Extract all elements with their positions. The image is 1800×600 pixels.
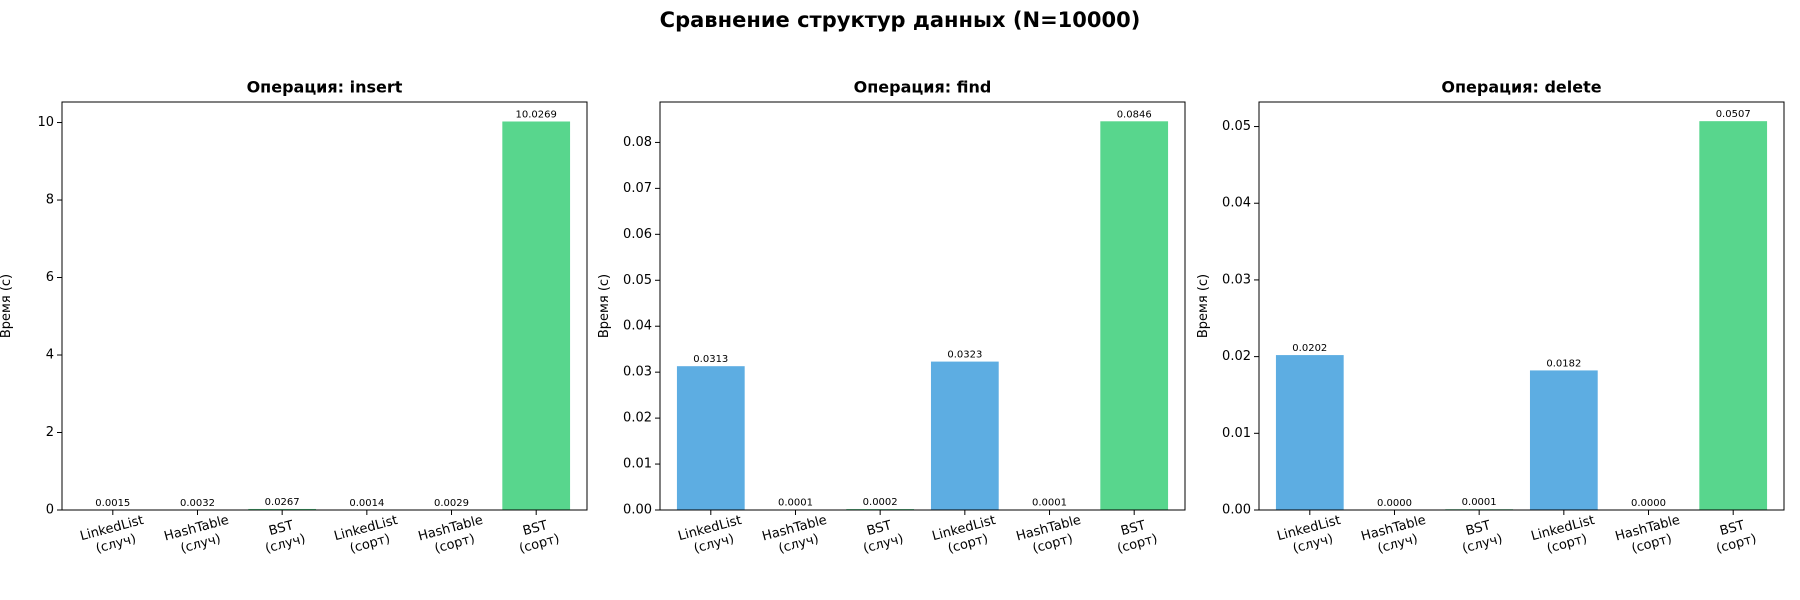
- x-tick-label: BST(сорт): [1711, 516, 1759, 557]
- bar: [1100, 121, 1169, 510]
- bar: [1275, 355, 1344, 510]
- value-label: 0.0323: [947, 350, 982, 361]
- axes-frame: [1258, 101, 1785, 511]
- y-tick-label: 0.04: [1222, 196, 1251, 211]
- y-tick-label: 10: [37, 115, 54, 130]
- value-label: 0.0202: [1292, 343, 1327, 354]
- x-tick-label: LinkedList(случ): [676, 513, 747, 560]
- value-label: 0.0267: [265, 497, 300, 508]
- x-tick-label: LinkedList(случ): [78, 513, 149, 560]
- y-tick-label: 0.00: [1222, 503, 1251, 518]
- x-tick-label: HashTable(сорт): [417, 513, 489, 560]
- x-tick-label: BST(случ): [260, 516, 308, 557]
- subplot-title: Операция: insert: [247, 78, 403, 97]
- x-tick-label: HashTable(случ): [1360, 513, 1432, 560]
- value-label: 0.0001: [1462, 497, 1497, 508]
- value-label: 0.0000: [1631, 498, 1666, 509]
- value-label: 0.0029: [434, 498, 469, 509]
- subplot-title: Операция: delete: [1441, 78, 1601, 97]
- y-axis-label: Время (с): [597, 274, 612, 338]
- x-tick-label: LinkedList(сорт): [1530, 513, 1601, 560]
- value-label: 0.0001: [778, 498, 813, 509]
- x-tick-label: BST(сорт): [514, 516, 562, 557]
- subplot-title: Операция: find: [854, 78, 992, 97]
- bar: [248, 508, 317, 510]
- value-label: 0.0507: [1716, 109, 1751, 120]
- y-tick-label: 8: [46, 193, 54, 208]
- bar: [1699, 121, 1768, 510]
- y-tick-label: 0: [46, 503, 54, 518]
- value-label: 0.0182: [1546, 358, 1581, 369]
- bar: [676, 366, 745, 510]
- y-tick-label: 0.05: [623, 273, 652, 288]
- y-tick-label: 0.01: [623, 457, 652, 472]
- bar: [502, 121, 571, 510]
- value-label: 0.0014: [349, 498, 384, 509]
- y-tick-label: 0.06: [623, 227, 652, 242]
- axes-frame: [659, 101, 1186, 511]
- x-tick-label: LinkedList(случ): [1275, 513, 1346, 560]
- y-tick-label: 0.03: [623, 365, 652, 380]
- y-tick-label: 0.08: [623, 135, 652, 150]
- figure-title: Сравнение структур данных (N=10000): [660, 8, 1141, 32]
- x-tick-label: BST(случ): [1457, 516, 1505, 557]
- x-tick-label: HashTable(сорт): [1015, 513, 1087, 560]
- y-tick-label: 0.05: [1222, 119, 1251, 134]
- bar: [1529, 370, 1598, 510]
- y-tick-label: 4: [46, 348, 54, 363]
- y-tick-label: 0.00: [623, 503, 652, 518]
- y-axis-label: Время (с): [1196, 274, 1211, 338]
- y-tick-label: 0.03: [1222, 272, 1251, 287]
- y-tick-label: 0.01: [1222, 426, 1251, 441]
- y-tick-label: 0.04: [623, 319, 652, 334]
- x-tick-label: LinkedList(сорт): [931, 513, 1002, 560]
- value-label: 0.0000: [1377, 498, 1412, 509]
- value-label: 0.0032: [180, 498, 215, 509]
- value-label: 0.0313: [693, 354, 728, 365]
- value-label: 0.0015: [95, 498, 130, 509]
- x-tick-label: HashTable(сорт): [1614, 513, 1686, 560]
- value-label: 0.0846: [1117, 109, 1152, 120]
- y-tick-label: 2: [46, 425, 54, 440]
- y-axis-label: Время (с): [0, 274, 14, 338]
- value-label: 0.0001: [1032, 498, 1067, 509]
- x-tick-label: HashTable(случ): [163, 513, 235, 560]
- y-tick-label: 0.07: [623, 181, 652, 196]
- x-tick-label: BST(сорт): [1112, 516, 1160, 557]
- y-tick-label: 0.02: [623, 411, 652, 426]
- axes-frame: [61, 101, 588, 511]
- bar: [930, 361, 999, 510]
- y-tick-label: 0.02: [1222, 349, 1251, 364]
- x-tick-label: BST(случ): [858, 516, 906, 557]
- value-label: 10.0269: [516, 109, 557, 120]
- value-label: 0.0002: [863, 497, 898, 508]
- x-tick-label: HashTable(случ): [761, 513, 833, 560]
- x-tick-label: LinkedList(сорт): [333, 513, 404, 560]
- y-tick-label: 6: [46, 270, 54, 285]
